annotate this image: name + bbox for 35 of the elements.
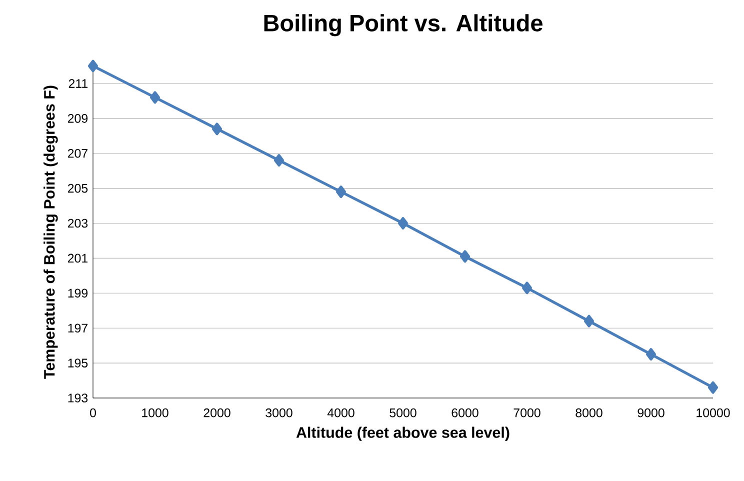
y-tick-label: 199 (68, 288, 88, 298)
point (274, 154, 284, 167)
point (708, 381, 718, 394)
point (398, 217, 408, 230)
y-tick-label: 207 (68, 148, 88, 158)
y-tick-label: 203 (68, 218, 88, 228)
point (212, 122, 222, 136)
y-tick-label: 205 (68, 184, 88, 193)
x-tick-label: 1000 (142, 408, 168, 418)
point (336, 186, 346, 198)
point (150, 91, 160, 104)
x-tick-label: 7000 (514, 408, 540, 418)
x-axis-title: Altitude (feet above sea level) (296, 426, 510, 441)
point (646, 348, 656, 361)
x-tick-label: 2000 (204, 408, 230, 418)
y-axis-title: Temperature of Boiling Point (degrees F) (44, 86, 58, 379)
x-tick-label: 10000 (696, 408, 730, 418)
y-tick-label: 193 (68, 394, 88, 402)
x-tick-label: 5000 (390, 408, 416, 418)
point (88, 60, 98, 72)
point (522, 282, 532, 294)
y-tick-label: 211 (68, 79, 88, 88)
chart-title: Boiling Point vs. Altitude (264, 14, 542, 36)
x-tick-label: 3000 (266, 408, 292, 418)
point (584, 314, 594, 328)
x-tick-label: 9000 (638, 408, 664, 418)
x-tick-label: 6000 (452, 408, 478, 418)
y-tick-label: 209 (68, 114, 88, 123)
y-tick-label: 197 (68, 324, 88, 333)
y-tick-label: 195 (68, 358, 88, 368)
point (460, 250, 470, 263)
x-tick-label: 0 (90, 408, 96, 418)
x-tick-label: 4000 (327, 408, 354, 418)
x-tick-label: 8000 (576, 408, 602, 418)
y-tick-label: 201 (68, 254, 88, 263)
